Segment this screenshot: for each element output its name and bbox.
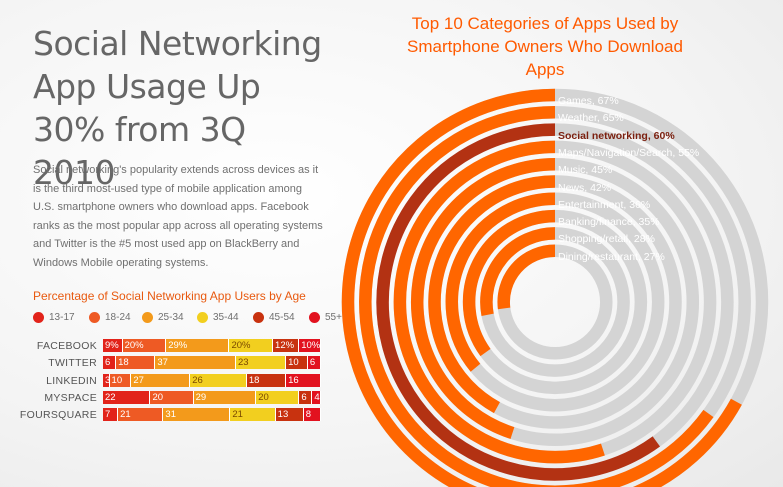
bar-segment: 29 [193,390,257,404]
bar-segment: 18 [116,356,156,370]
ring-arc-banking-finance [462,209,556,357]
bar-category-label: FACEBOOK [36,340,97,352]
legend-item-55+: 55+ [309,310,342,324]
bar-category-label: LINKEDIN [46,374,97,387]
bar-segment: 9% [103,339,123,352]
ring-label: Dining/restaurant, 27% [558,250,665,263]
bar-segment: 18 [246,373,287,387]
bar-category-label: FOURSQUARE [19,409,97,422]
legend-swatch [142,311,153,323]
bar-segment: 10 [109,373,132,387]
bar-segment: 21 [230,408,276,422]
ring-label: Music, 45% [558,164,613,177]
headline: Social Networking App Usage Up 30% from … [33,24,322,192]
bar-segment: 6 [103,356,117,370]
legend-item-35-44: 35-44 [197,310,239,324]
bar-segment: 29% [166,339,230,352]
bar-segment: 27 [131,373,191,387]
legend-swatch [33,311,44,323]
bar-segment: 6 [299,390,313,404]
bar-segment: 12% [273,339,300,352]
bar-segment: 20 [150,390,194,404]
legend-item-18-24: 18-24 [89,310,131,324]
bar-segment: 23 [235,356,287,370]
bar-segment: 13 [275,408,304,422]
ring-arc-entertainment [445,192,556,372]
ring-arc-social-networking [376,123,660,481]
bar-segment: 20% [229,339,274,352]
bar-segment: 22 [103,390,151,404]
ring-chart-title: Top 10 Categories of Apps Used by Smartp… [407,14,683,79]
ring-label: Games, 67% [558,95,619,107]
bar-category-label: TWITTER [48,357,97,370]
legend-swatch [309,311,320,323]
bar-segment: 3 [103,373,110,387]
bar-segment: 21 [118,408,164,422]
legend-swatch [253,311,264,323]
legend-item-13-17: 13-17 [33,310,75,324]
ring-arc-shopping-retail [480,227,556,317]
legend-item-25-34: 25-34 [142,310,184,324]
legend-label: 45-54 [269,311,295,323]
legend-label: 18-24 [105,311,131,323]
bar-segment: 31 [163,408,231,422]
legend-item-45-54: 45-54 [253,310,295,324]
ring-arc-dining-restaurant [497,244,556,310]
bar-segment: 7 [103,408,119,422]
bar-segment: 10% [299,339,321,352]
legend-label: 55+ [325,311,342,323]
ring-arc-maps-navigation-search [393,140,605,464]
ring-label: Entertainment, 36% [558,198,651,211]
bar-segment: 26 [190,373,247,387]
age-chart-title: Percentage of Social Networking App User… [33,289,306,303]
bar-segment: 4 [312,390,321,404]
bar-segment: 20 [256,390,300,404]
intro-paragraph: Social networking's popularity extends a… [33,164,323,269]
bar-category-label: MYSPACE [44,391,97,404]
legend-label: 35-44 [213,311,239,323]
ring-label: Banking/finance, 35% [558,216,660,229]
bar-segment: 37 [155,356,236,370]
ring-label: News, 42% [558,181,612,194]
legend-label: 25-34 [158,311,184,323]
ring-arc-news [428,175,556,414]
bar-segment: 16 [286,373,321,387]
ring-arc-music [410,157,556,439]
bar-segment: 6 [307,356,321,370]
bar-segment: 20% [122,339,167,352]
legend-swatch [197,311,208,323]
legend-label: 13-17 [49,311,75,323]
ring-arc-games [341,88,742,487]
ring-arc-weather [359,106,714,487]
bar-segment: 8 [303,408,321,422]
ring-label: Shopping/retail, 28% [558,233,655,246]
ring-label: Social networking, 60% [558,129,675,142]
ring-label: Weather, 65% [558,112,624,125]
ring-label: Maps/Navigation/Search, 55% [558,146,700,159]
bar-segment: 10 [286,356,308,370]
legend-swatch [89,311,100,323]
